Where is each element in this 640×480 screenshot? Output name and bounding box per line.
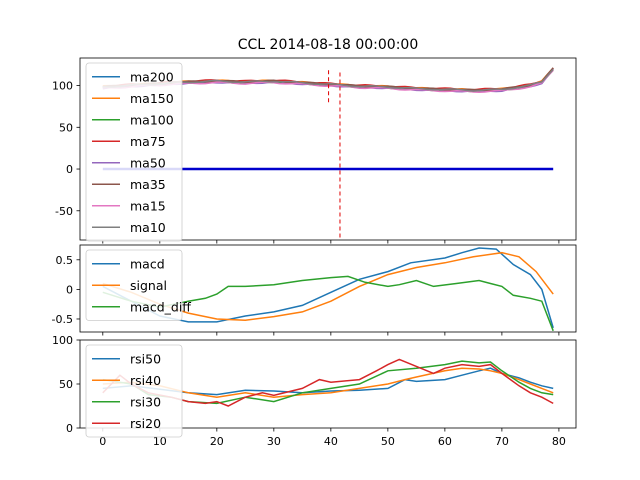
x-tick-label: 20 (210, 435, 224, 448)
y-tick-label: 50 (59, 121, 73, 134)
x-tick-label: 30 (267, 435, 281, 448)
series-line-rsi20 (102, 358, 554, 407)
axes-frame (79, 57, 577, 241)
y-tick-label: 50 (59, 378, 73, 391)
chart-title: CCL 2014-08-18 00:00:00 (238, 37, 419, 53)
y-tick-label: 0 (66, 422, 73, 435)
legend-box (85, 344, 183, 438)
x-tick-label: 70 (495, 435, 509, 448)
series-line-macd (102, 247, 554, 329)
legend-label-ma150: ma150 (130, 91, 174, 106)
y-tick-label: 0.5 (56, 254, 74, 267)
y-tick-label: -50 (55, 205, 73, 218)
legend-label-ma35: ma35 (130, 177, 166, 192)
legend-label-ma15: ma15 (130, 198, 166, 213)
x-tick-label: 40 (324, 435, 338, 448)
legend-label-ma100: ma100 (130, 112, 174, 127)
x-tick-label: 80 (552, 435, 566, 448)
legend-label-ma50: ma50 (130, 155, 166, 170)
legend: macd signal macd_diff (85, 249, 191, 321)
legend-label-rsi50: rsi50 (130, 351, 161, 366)
series-line-macd_diff (102, 275, 554, 332)
legend-label-ma200: ma200 (130, 69, 174, 84)
legend-label-signal: signal (130, 278, 167, 293)
legend-label-rsi20: rsi20 (130, 416, 161, 431)
x-tick-label: 50 (381, 435, 395, 448)
x-tick-label: 0 (99, 435, 106, 448)
legend-label-ma10: ma10 (130, 220, 166, 235)
macd-panel: -0.5 0 0.5 macd signal macd_diff (52, 244, 577, 336)
series-line-signal (102, 251, 554, 321)
legend: rsi50 rsi40 rsi30 rsi20 (85, 344, 183, 438)
y-tick-label: -0.5 (52, 313, 73, 326)
y-tick-label: 100 (52, 334, 73, 347)
x-tick-label: 10 (153, 435, 167, 448)
legend: ma200 ma150 ma100 ma75 ma50 ma35 ma15 ma10 (85, 62, 183, 242)
legend-label-macd_diff: macd_diff (130, 299, 191, 314)
y-tick-label: 0 (66, 283, 73, 296)
axes-frame (79, 244, 577, 333)
y-tick-label: 0 (66, 163, 73, 176)
legend-label-ma75: ma75 (130, 134, 166, 149)
legend-label-rsi40: rsi40 (130, 373, 161, 388)
legend-label-rsi30: rsi30 (130, 394, 161, 409)
y-tick-label: 100 (52, 80, 73, 93)
x-tick-label: 60 (438, 435, 452, 448)
moving-averages-panel: -50 0 50 100 ma200 ma150 ma100 ma75 ma50 ma35 ma15… (52, 57, 577, 244)
legend-box (85, 249, 183, 321)
legend-label-macd: macd (130, 256, 165, 271)
legend-box (85, 62, 183, 242)
